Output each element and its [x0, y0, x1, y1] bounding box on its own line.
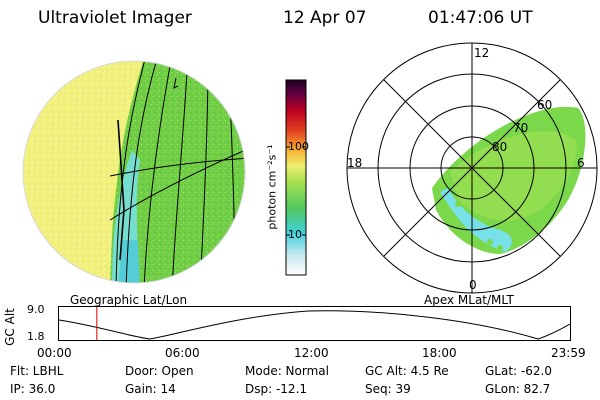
lat-70-label: 70: [513, 121, 529, 135]
colorbar-tick-100: 100: [288, 140, 309, 153]
instrument-title: Ultraviolet Imager: [38, 8, 192, 28]
time-tick-1: 06:00: [165, 346, 200, 360]
glat-status: GLat: -62.0: [485, 364, 552, 378]
time-tick-3: 18:00: [422, 346, 457, 360]
colorbar-tick-10: 10: [288, 228, 302, 241]
glon-status: GLon: 82.7: [485, 382, 551, 396]
mlt-0-label: 0: [469, 278, 477, 292]
gain-status: Gain: 14: [125, 382, 176, 396]
mlt-18-label: 18: [347, 156, 363, 170]
colorbar: [285, 79, 307, 276]
mlt-12-label: 12: [474, 46, 490, 60]
colorbar-unit-label: photon cm⁻²s⁻¹: [265, 144, 279, 230]
time-tick-4: 23:59: [551, 346, 586, 360]
seq-status: Seq: 39: [365, 382, 411, 396]
geographic-caption: Geographic Lat/Lon: [70, 293, 188, 307]
gc-alt-axis-label: GC Alt: [3, 308, 17, 346]
geographic-image: [22, 60, 246, 284]
mlt-6-label: 6: [577, 156, 585, 170]
alt-tick-low: 1.8: [27, 330, 45, 343]
altitude-strip: [58, 306, 571, 341]
date-label: 12 Apr 07: [283, 8, 367, 28]
lat-80-label: 80: [492, 140, 508, 154]
time-label: 01:47:06 UT: [428, 8, 533, 28]
time-tick-0: 00:00: [37, 346, 72, 360]
apex-caption: Apex MLat/MLT: [424, 293, 514, 307]
ip-status: IP: 36.0: [10, 382, 56, 396]
gc-alt-status: GC Alt: 4.5 Re: [365, 364, 449, 378]
lat-60-label: 60: [537, 98, 553, 112]
polar-plot: [346, 42, 598, 294]
time-tick-2: 12:00: [294, 346, 329, 360]
door-status: Door: Open: [125, 364, 194, 378]
mode-status: Mode: Normal: [245, 364, 329, 378]
filter-status: Flt: LBHL: [10, 364, 64, 378]
alt-tick-high: 9.0: [27, 303, 45, 316]
dsp-status: Dsp: -12.1: [245, 382, 308, 396]
